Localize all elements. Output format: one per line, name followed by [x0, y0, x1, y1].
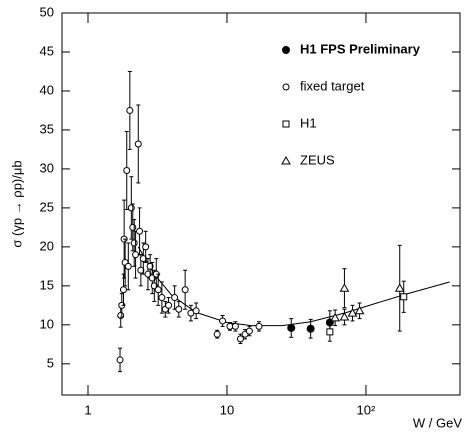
- y-tick-label: 30: [40, 160, 54, 175]
- legend-marker: [282, 46, 290, 54]
- marker: [136, 227, 144, 235]
- marker: [127, 204, 135, 212]
- marker: [158, 294, 166, 302]
- marker: [130, 239, 138, 247]
- marker: [192, 307, 200, 315]
- fit-curve: [137, 246, 450, 327]
- y-tick-label: 35: [40, 121, 54, 136]
- marker: [134, 140, 142, 148]
- legend-marker: [282, 120, 290, 128]
- marker: [142, 243, 150, 251]
- marker: [326, 328, 334, 336]
- plot-frame: [61, 12, 461, 396]
- marker: [171, 294, 179, 302]
- marker: [213, 330, 221, 338]
- marker: [117, 311, 125, 319]
- marker: [347, 308, 358, 317]
- marker: [116, 356, 124, 364]
- marker: [154, 286, 162, 294]
- marker: [231, 322, 239, 330]
- marker: [126, 106, 134, 114]
- marker: [330, 312, 340, 322]
- legend-label: H1 FPS Preliminary: [300, 41, 421, 56]
- y-tick-label: 25: [40, 199, 54, 214]
- marker: [175, 305, 183, 313]
- y-tick-label: 5: [47, 355, 54, 370]
- legend-marker: [282, 83, 290, 91]
- y-tick-label: 40: [40, 82, 54, 97]
- y-tick-label: 10: [40, 316, 54, 331]
- marker: [339, 312, 350, 321]
- marker: [129, 223, 137, 231]
- legend-marker: [281, 155, 291, 165]
- y-axis-label: σ (γp → ρp)/μb: [9, 160, 24, 247]
- x-tick-label: 10²: [357, 402, 376, 417]
- legend-label: fixed target: [300, 78, 365, 93]
- marker: [119, 286, 127, 294]
- y-tick-label: 50: [40, 4, 54, 19]
- marker: [137, 266, 145, 274]
- legend-label: ZEUS: [300, 152, 335, 167]
- marker: [255, 322, 263, 330]
- marker: [123, 166, 131, 174]
- y-tick-label: 45: [40, 43, 54, 58]
- marker: [124, 262, 132, 270]
- marker: [287, 323, 296, 332]
- marker: [144, 270, 152, 278]
- marker: [219, 317, 227, 325]
- marker: [400, 293, 408, 301]
- marker: [181, 286, 189, 294]
- y-tick-label: 15: [40, 277, 54, 292]
- x-tick-label: 1: [84, 402, 91, 417]
- marker: [146, 262, 154, 270]
- marker: [245, 327, 253, 335]
- y-tick-label: 20: [40, 238, 54, 253]
- x-tick-label: 10: [220, 402, 234, 417]
- marker: [165, 301, 173, 309]
- marker: [306, 324, 315, 333]
- marker: [339, 283, 350, 292]
- marker: [354, 305, 365, 315]
- legend-label: H1: [300, 115, 317, 130]
- marker: [236, 335, 244, 343]
- marker: [394, 283, 405, 292]
- x-axis-label: W / GeV: [413, 415, 462, 430]
